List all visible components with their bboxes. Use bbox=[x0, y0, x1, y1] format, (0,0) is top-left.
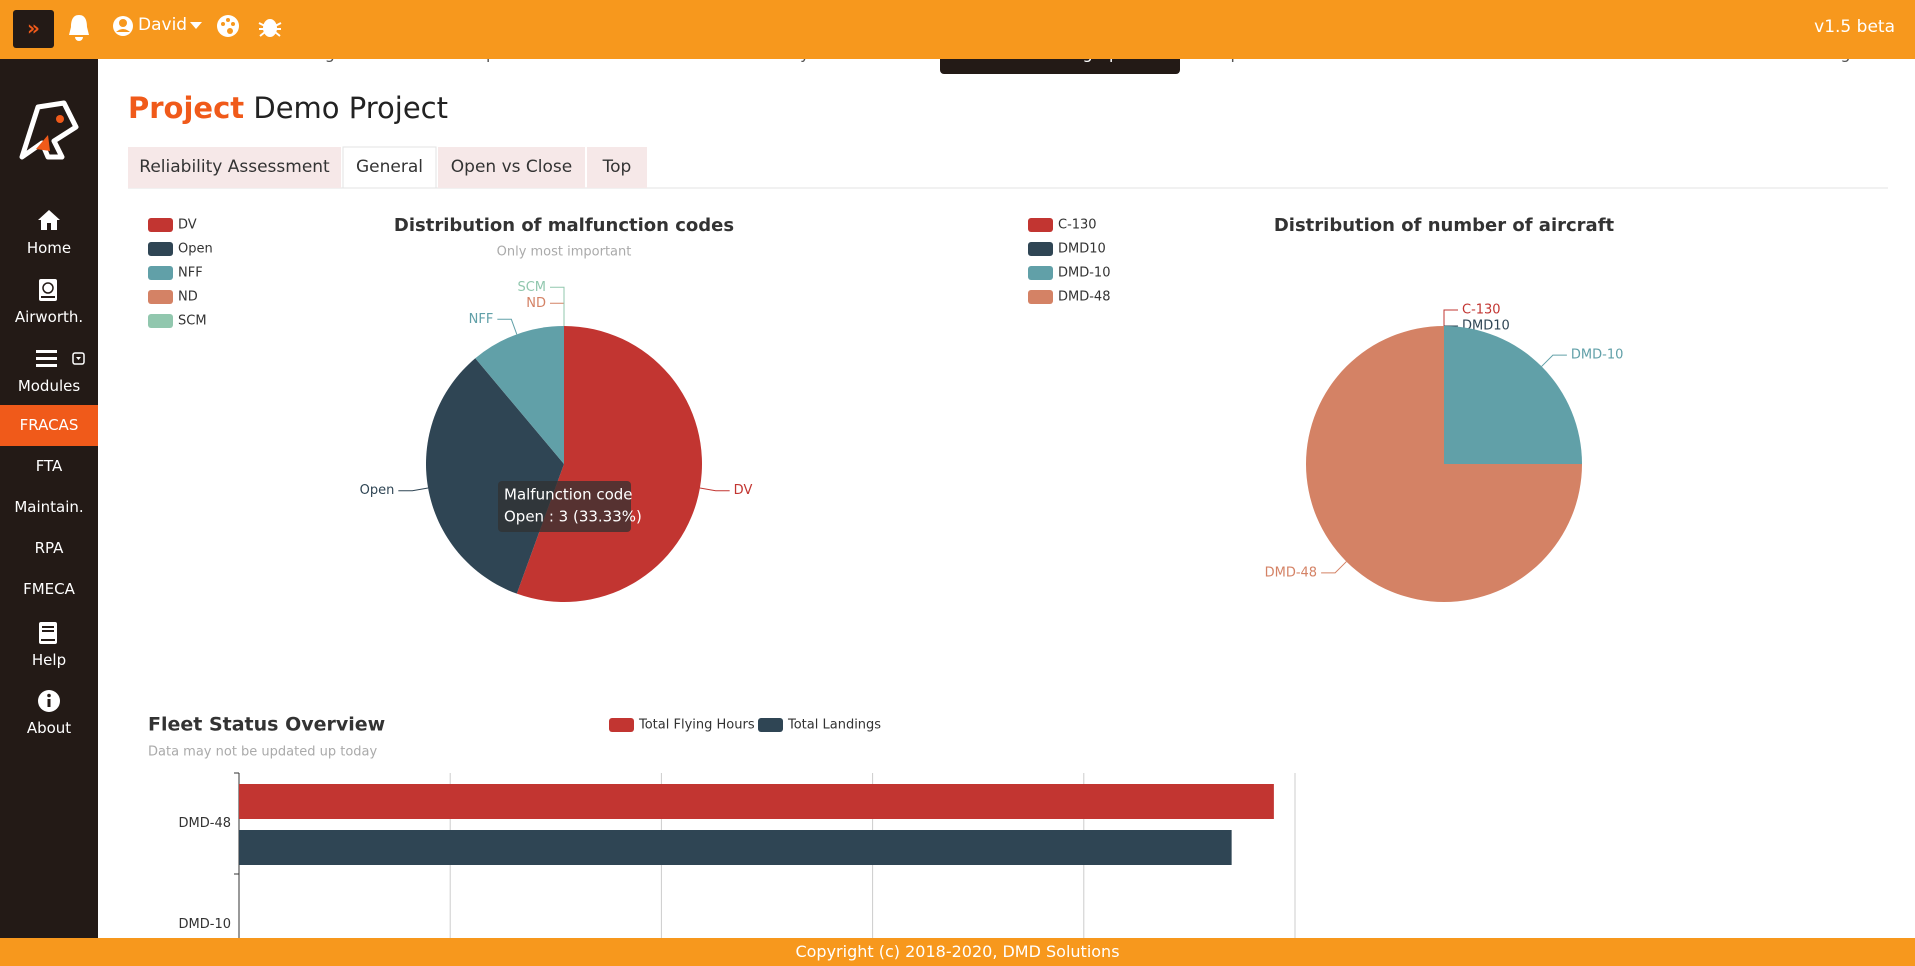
nav-item[interactable]: Help bbox=[31, 651, 67, 669]
legend-label[interactable]: DMD-10 bbox=[1058, 266, 1110, 281]
label-line bbox=[1541, 354, 1567, 367]
nav-item[interactable]: FTA bbox=[35, 457, 63, 475]
legend-label[interactable]: DV bbox=[178, 218, 197, 233]
y-tick-label: DMD-10 bbox=[179, 917, 231, 932]
nav-item[interactable]: Maintain. bbox=[14, 498, 84, 516]
tab[interactable] bbox=[128, 147, 341, 188]
slice-label: Open bbox=[360, 483, 395, 498]
legend-label[interactable]: Total Flying Hours bbox=[638, 718, 755, 733]
pie-slice bbox=[425, 358, 564, 594]
pie-slice bbox=[516, 326, 703, 602]
legend-swatch[interactable] bbox=[758, 718, 783, 732]
help-icon bbox=[39, 622, 57, 644]
legend-label[interactable]: SCM bbox=[178, 314, 207, 329]
legend-swatch[interactable] bbox=[148, 266, 173, 280]
chart-title: Distribution of number of aircraft bbox=[1274, 215, 1615, 236]
logo bbox=[19, 100, 79, 160]
y-tick-label: DMD-48 bbox=[179, 816, 231, 831]
slice-label: DMD-48 bbox=[1265, 565, 1317, 580]
home-icon bbox=[38, 210, 60, 230]
tooltip-title: Malfunction code bbox=[504, 486, 633, 504]
modules-icon bbox=[36, 350, 85, 367]
slice-label: ND bbox=[526, 296, 546, 311]
legend-label[interactable]: DMD-48 bbox=[1058, 290, 1110, 305]
legend-swatch[interactable] bbox=[609, 718, 634, 732]
sidebar: Home Airworth. Modules FRACAS FTA Mainta… bbox=[0, 59, 98, 938]
nav-item[interactable]: FMECA bbox=[23, 580, 75, 598]
slice-label: DMD-10 bbox=[1571, 348, 1623, 363]
chart-subtitle: Only most important bbox=[497, 245, 632, 260]
tooltip-text: Open : 3 (33.33%) bbox=[504, 508, 642, 526]
legend-swatch[interactable] bbox=[1028, 266, 1053, 280]
user-name[interactable]: David bbox=[138, 15, 188, 35]
tab-label[interactable]: Reliability Assessment bbox=[139, 157, 330, 177]
legend-label[interactable]: C-130 bbox=[1058, 218, 1097, 233]
chart-subtitle: Data may not be updated up today bbox=[148, 745, 378, 760]
pie-slice bbox=[475, 326, 564, 464]
tab-label[interactable]: Open vs Close bbox=[451, 157, 572, 177]
pie-slice bbox=[1306, 326, 1582, 602]
label-line bbox=[550, 286, 565, 326]
caret bbox=[190, 22, 202, 29]
nav-item[interactable]: RPA bbox=[34, 539, 64, 557]
footer: Copyright (c) 2018-2020, DMD Solutions bbox=[0, 938, 1915, 966]
sidebar-toggle[interactable]: » bbox=[13, 10, 54, 48]
tab-label[interactable]: Top bbox=[602, 157, 632, 177]
slice-label: C-130 bbox=[1462, 303, 1501, 318]
legend-swatch[interactable] bbox=[1028, 218, 1053, 232]
legend-swatch[interactable] bbox=[148, 290, 173, 304]
legend-swatch[interactable] bbox=[148, 242, 173, 256]
slice-label: DV bbox=[734, 483, 753, 498]
nav-item[interactable]: Modules bbox=[17, 377, 81, 395]
legend-swatch[interactable] bbox=[1028, 242, 1053, 256]
version: v1.5 beta bbox=[1814, 17, 1895, 37]
tab[interactable] bbox=[438, 147, 585, 188]
nav-item[interactable]: Home bbox=[26, 239, 72, 257]
legend-label[interactable]: Open bbox=[178, 242, 213, 257]
legend-swatch[interactable] bbox=[1028, 290, 1053, 304]
label-line bbox=[398, 487, 429, 492]
label-line bbox=[1443, 309, 1458, 326]
tooltip bbox=[498, 481, 631, 532]
legend-swatch[interactable] bbox=[148, 218, 173, 232]
tab[interactable] bbox=[342, 146, 437, 189]
legend-swatch[interactable] bbox=[148, 314, 173, 328]
bar bbox=[239, 784, 1274, 819]
bar bbox=[239, 830, 1232, 865]
bug-icon[interactable] bbox=[257, 13, 283, 39]
tab[interactable] bbox=[587, 147, 647, 188]
label-line bbox=[497, 318, 518, 335]
palette-icon[interactable] bbox=[216, 14, 240, 38]
nav-item[interactable]: Airworth. bbox=[14, 308, 84, 326]
label-line bbox=[550, 302, 565, 326]
tab-label[interactable]: General bbox=[356, 157, 423, 177]
page-title-prefix: Project bbox=[128, 91, 244, 125]
slice-label: SCM bbox=[517, 280, 546, 295]
slice-label: NFF bbox=[469, 312, 494, 327]
legend-label[interactable]: ND bbox=[178, 290, 198, 305]
legend-label[interactable]: DMD10 bbox=[1058, 242, 1106, 257]
label-line bbox=[1321, 561, 1347, 574]
airworth-icon bbox=[39, 279, 57, 301]
header: » David v1.5 beta bbox=[0, 0, 1915, 59]
legend-label[interactable]: Total Landings bbox=[787, 718, 881, 733]
chart-title: Fleet Status Overview bbox=[148, 714, 385, 736]
nav-item[interactable]: About bbox=[26, 719, 72, 737]
page-title-name: Demo Project bbox=[253, 91, 448, 125]
legend-label[interactable]: NFF bbox=[178, 266, 203, 281]
bell-icon[interactable] bbox=[66, 13, 92, 43]
user-icon bbox=[113, 16, 133, 36]
pie-slice bbox=[1444, 326, 1582, 464]
page-title: Project Demo Project bbox=[128, 91, 448, 125]
label-line bbox=[699, 487, 730, 492]
about-icon bbox=[38, 690, 60, 712]
nav-item-active[interactable]: FRACAS bbox=[0, 405, 98, 446]
chart-title: Distribution of malfunction codes bbox=[394, 215, 734, 236]
